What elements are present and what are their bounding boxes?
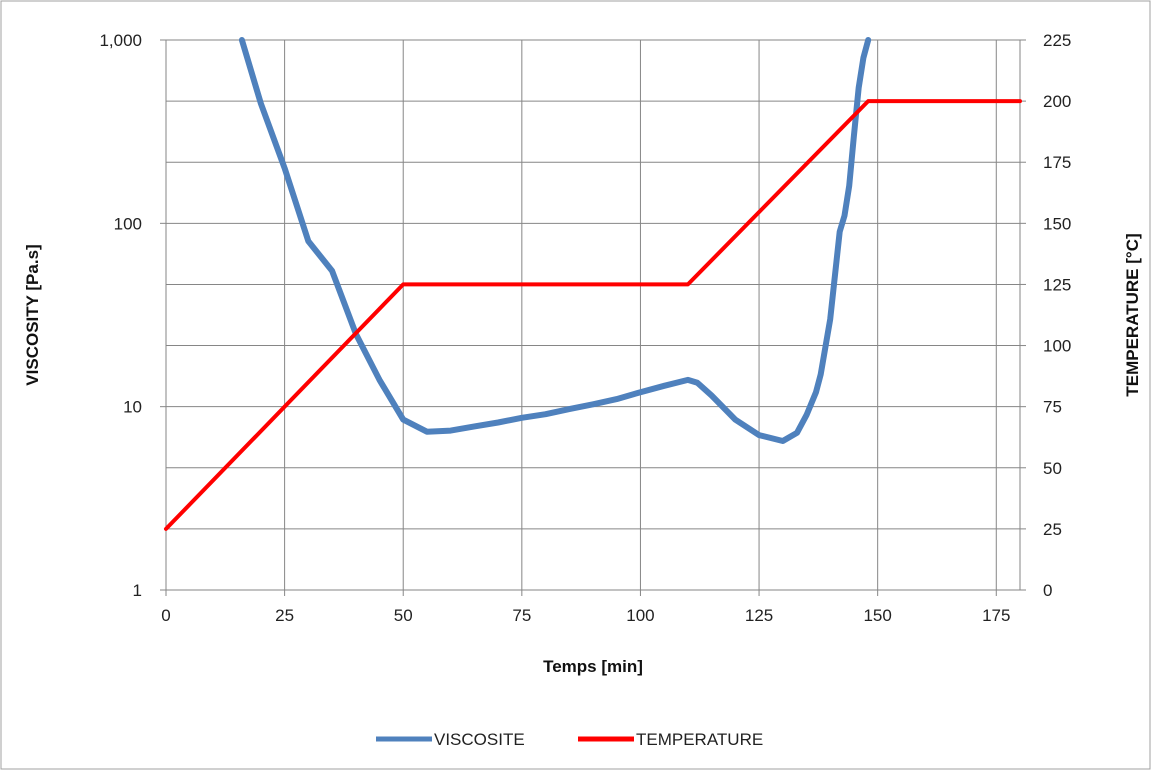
right-tick-label: 125	[1043, 275, 1071, 294]
x-tick-label: 50	[394, 606, 413, 625]
x-tick-label: 100	[626, 606, 654, 625]
right-tick-label: 75	[1043, 398, 1062, 417]
right-tick-label: 225	[1043, 31, 1071, 50]
legend-label-viscosite: VISCOSITE	[434, 730, 525, 749]
x-tick-label: 25	[275, 606, 294, 625]
axes	[165, 40, 1021, 591]
right-tick-label: 0	[1043, 581, 1052, 600]
right-tick-label: 25	[1043, 520, 1062, 539]
right-axis-title: TEMPERATURE [°C]	[1123, 233, 1142, 396]
series-line-temperature	[164, 99, 1022, 531]
left-tick-label: 10	[123, 398, 142, 417]
x-tick-label: 0	[161, 606, 170, 625]
left-tick-label: 100	[114, 214, 142, 233]
left-axis-title: VISCOSITY [Pa.s]	[23, 244, 42, 385]
right-tick-label: 100	[1043, 337, 1071, 356]
x-tick-label: 175	[982, 606, 1010, 625]
tick-labels: 0 25 50 75 100 125 150 175 0 25 50 75 100 125 150 175 20…	[99, 31, 1071, 625]
left-tick-label: 1	[133, 581, 142, 600]
right-tick-label: 50	[1043, 459, 1062, 478]
left-tick-label: 1,000	[99, 31, 142, 50]
right-tick-label: 150	[1043, 214, 1071, 233]
legend-label-temperature: TEMPERATURE	[636, 730, 763, 749]
x-axis-title: Temps [min]	[543, 657, 643, 676]
x-tick-label: 150	[863, 606, 891, 625]
series-lines	[164, 37, 1022, 531]
right-tick-label: 175	[1043, 153, 1071, 172]
x-tick-label: 125	[745, 606, 773, 625]
series-line-viscosite	[238, 37, 872, 444]
right-tick-label: 200	[1043, 92, 1071, 111]
legend: VISCOSITE TEMPERATURE	[376, 730, 763, 749]
x-tick-label: 75	[512, 606, 531, 625]
